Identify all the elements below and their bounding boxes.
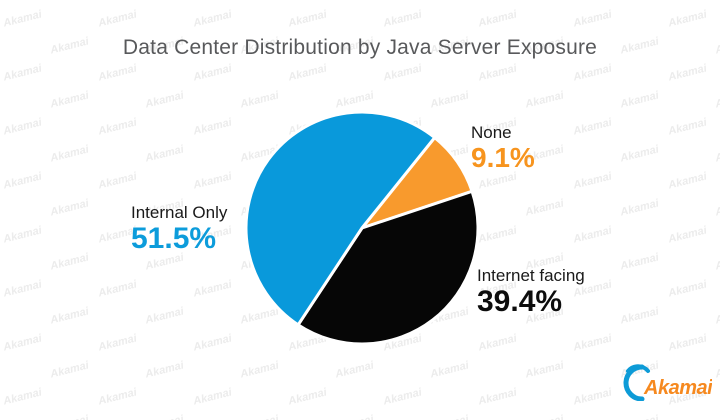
slice-label-none: None xyxy=(471,123,512,142)
akamai-logo: Akamai xyxy=(612,361,714,402)
callout-internet-facing: Internet facing 39.4% xyxy=(477,267,585,317)
slice-value-internal-only: 51.5% xyxy=(131,221,217,255)
pie-slice-internet-facing xyxy=(296,189,480,346)
slice-value-none: 9.1% xyxy=(471,141,535,173)
akamai-logo-text: Akamai xyxy=(643,377,712,399)
akamai-swoosh-wave-icon xyxy=(626,364,650,373)
callout-internal-only: Internal Only 51.5% xyxy=(131,204,227,254)
pie-slice-internal-only xyxy=(244,110,437,327)
callout-none: None 9.1% xyxy=(471,123,535,173)
slice-label-internal-only: Internal Only xyxy=(131,203,228,222)
slice-label-internet-facing: Internet facing xyxy=(477,266,585,285)
chart-title: Data Center Distribution by Java Server … xyxy=(122,36,598,59)
slice-value-internet-facing: 39.4% xyxy=(477,284,563,318)
